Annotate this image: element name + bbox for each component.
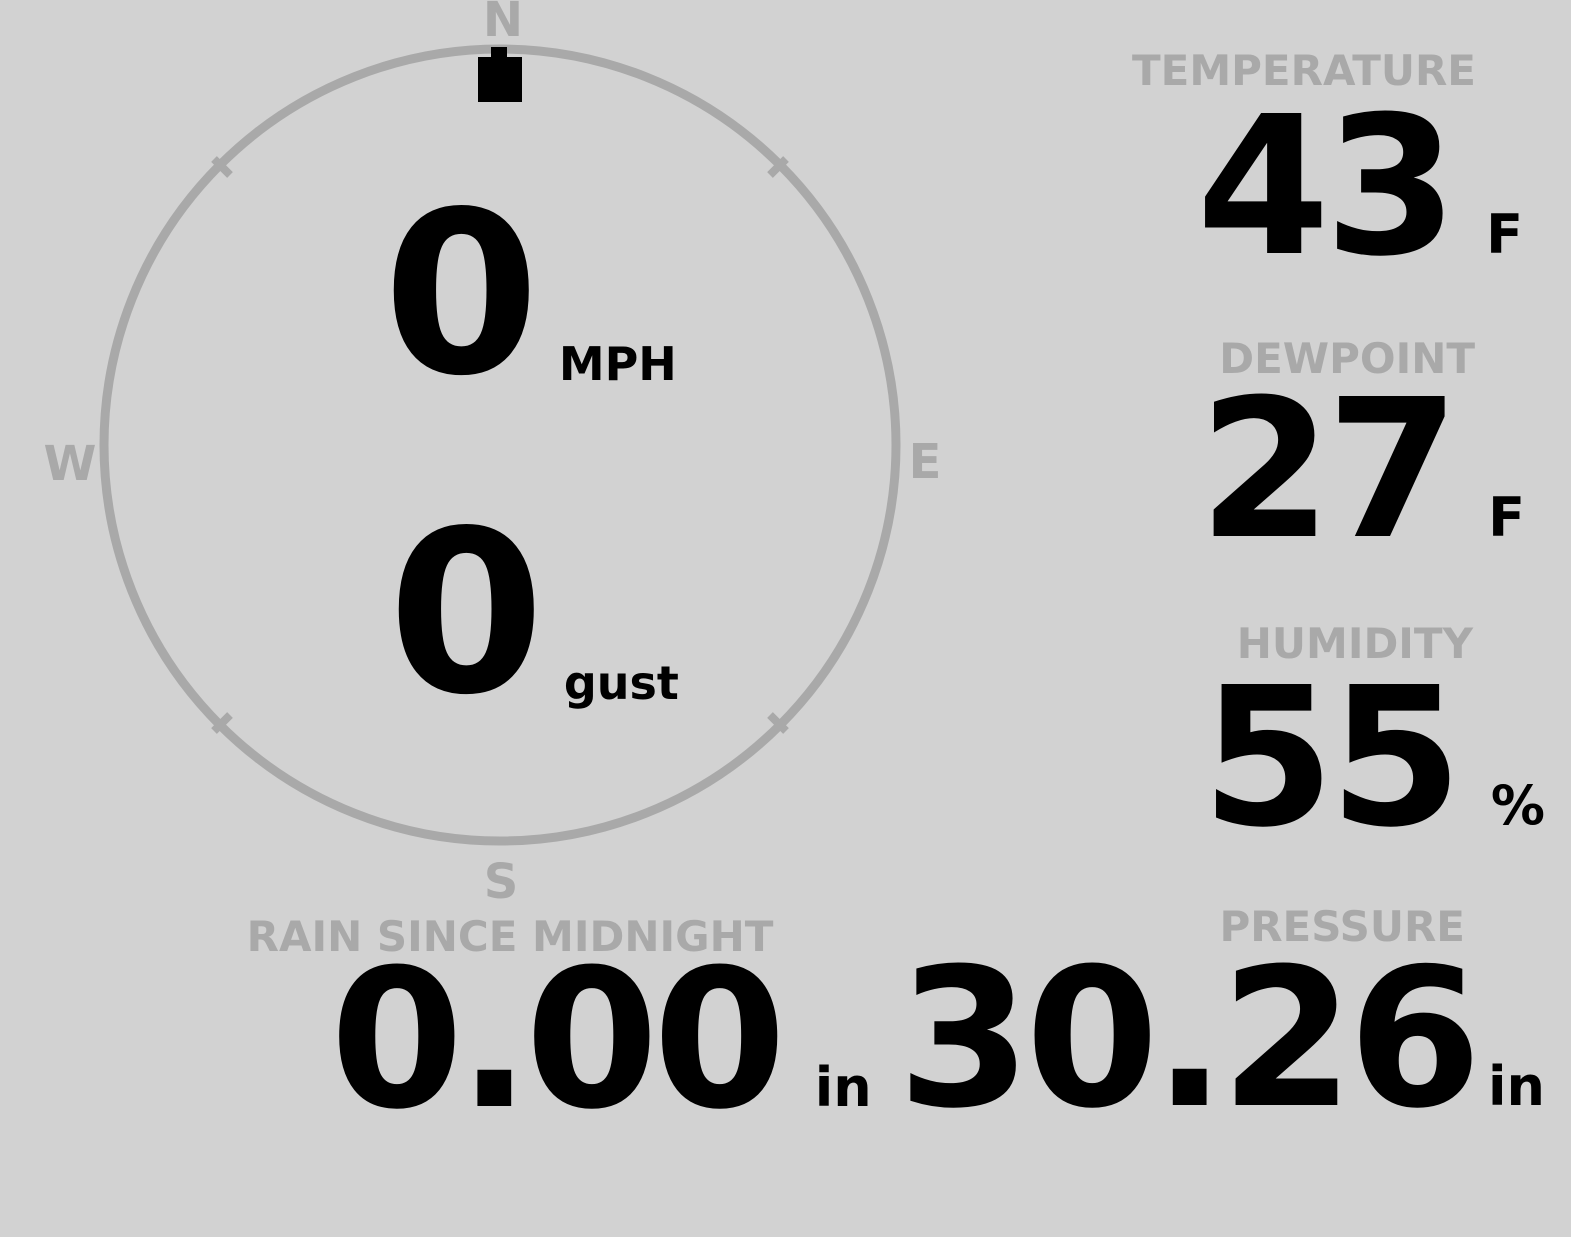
pressure-value: 30.26 xyxy=(897,928,1482,1151)
tick-ne xyxy=(767,156,789,178)
rain-value: 0.00 xyxy=(330,929,786,1152)
humidity-label: HUMIDITY xyxy=(1236,619,1473,668)
humidity-value: 55 xyxy=(1201,647,1462,870)
compass-tick-marks xyxy=(211,156,789,734)
humidity-unit: % xyxy=(1490,774,1545,837)
compass-ring-graphic xyxy=(99,44,901,846)
wind-speed-value: 0 xyxy=(383,164,540,426)
wind-speed: 0 MPH xyxy=(383,183,677,408)
rain-label: RAIN SINCE MIDNIGHT xyxy=(246,912,774,961)
dewpoint-unit: F xyxy=(1488,486,1525,549)
wind-gust-unit: gust xyxy=(563,656,679,710)
tick-se xyxy=(767,712,789,734)
tick-nw xyxy=(211,156,233,178)
pressure-reading: 30.26 in xyxy=(898,944,1545,1136)
pressure-unit: in xyxy=(1488,1055,1545,1118)
temperature-label: TEMPERATURE xyxy=(1132,46,1476,95)
tick-sw xyxy=(211,712,233,734)
wind-gust: 0 gust xyxy=(388,502,679,727)
temperature-value: 43 xyxy=(1196,76,1457,299)
dewpoint-label: DEWPOINT xyxy=(1219,334,1475,383)
rain-reading: 0.00 in xyxy=(330,945,872,1137)
compass-label-west: W xyxy=(43,436,97,492)
humidity-reading: 55% xyxy=(1201,663,1545,855)
compass-label-east: E xyxy=(908,434,942,490)
dewpoint-value: 27 xyxy=(1198,359,1459,582)
compass-label-north: N xyxy=(482,0,524,48)
rain-unit: in xyxy=(814,1056,872,1119)
temperature-reading: 43 F xyxy=(1196,92,1523,284)
wind-direction-marker xyxy=(478,47,522,102)
compass-label-south: S xyxy=(483,854,519,910)
pressure-label: PRESSURE xyxy=(1219,902,1465,951)
temperature-unit: F xyxy=(1486,203,1523,266)
wind-gust-value: 0 xyxy=(388,483,545,745)
wind-speed-unit: MPH xyxy=(558,337,677,391)
dewpoint-reading: 27 F xyxy=(1198,375,1525,567)
